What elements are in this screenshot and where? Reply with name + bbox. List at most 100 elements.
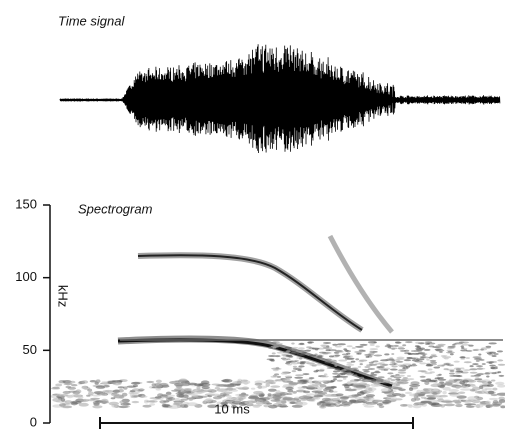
time-signal-title: Time signal (58, 13, 125, 28)
noise-speck (465, 405, 475, 408)
noise-speck (449, 370, 455, 373)
noise-speck (328, 355, 334, 358)
noise-speck (112, 389, 120, 393)
noise-speck (354, 396, 361, 400)
noise-speck (307, 341, 315, 344)
noise-speck (380, 381, 393, 384)
noise-speck (498, 374, 505, 377)
noise-speck (108, 401, 119, 406)
noise-speck (370, 383, 381, 388)
noise-speck (70, 401, 78, 406)
noise-speck (363, 370, 370, 373)
noise-speck (461, 343, 470, 346)
noise-speck (368, 352, 375, 355)
noise-speck (404, 349, 410, 352)
noise-speck (430, 361, 438, 364)
noise-speck (440, 404, 446, 408)
noise-speck (272, 395, 282, 400)
waveform (59, 44, 501, 154)
noise-speck (493, 353, 499, 356)
noise-speck (476, 367, 486, 370)
noise-speck (453, 360, 460, 363)
noise-speck (402, 363, 412, 366)
noise-speck (386, 358, 395, 361)
noise-speck (346, 361, 353, 364)
noise-speck (353, 384, 366, 388)
noise-speck (342, 377, 347, 380)
noise-speck (297, 386, 304, 389)
noise-speck (387, 372, 394, 375)
noise-speck (395, 378, 401, 381)
noise-speck (474, 348, 480, 351)
noise-speck (484, 372, 491, 375)
noise-speck (410, 349, 416, 352)
noise-speck (308, 377, 315, 380)
harmonic-3 (327, 234, 394, 334)
noise-speck (58, 403, 66, 407)
noise-speck (78, 395, 84, 400)
noise-speck (321, 397, 331, 401)
noise-speck (400, 379, 409, 382)
noise-speck (218, 405, 230, 408)
noise-speck (298, 353, 306, 356)
noise-speck (460, 341, 469, 344)
noise-speck (489, 364, 496, 367)
noise-speck (270, 345, 280, 348)
noise-speck (311, 390, 324, 393)
noise-speck (197, 395, 208, 398)
noise-speck (430, 363, 437, 366)
noise-speck (253, 390, 264, 395)
noise-speck (67, 386, 77, 390)
noise-speck (420, 396, 427, 399)
noise-speck (146, 380, 155, 384)
noise-speck (93, 390, 104, 395)
noise-speck (320, 344, 329, 347)
noise-speck (487, 390, 495, 395)
noise-speck (462, 399, 473, 403)
noise-speck (270, 359, 275, 362)
noise-speck (336, 343, 346, 346)
noise-speck (131, 400, 140, 404)
noise-speck (420, 353, 428, 356)
noise-speck (396, 358, 405, 361)
noise-speck (284, 375, 293, 378)
noise-speck (460, 349, 468, 352)
noise-speck (328, 359, 337, 362)
noise-speck (322, 341, 332, 344)
noise-speck (343, 355, 351, 358)
noise-speck (89, 380, 97, 383)
noise-speck (282, 397, 293, 401)
noise-speck (357, 365, 362, 368)
noise-speck (359, 363, 363, 366)
noise-speck (297, 380, 304, 383)
noise-speck (455, 403, 463, 408)
noise-speck (279, 392, 289, 396)
noise-speck (322, 346, 330, 349)
noise-speck (382, 363, 389, 366)
noise-speck (330, 397, 341, 401)
noise-speck (490, 379, 496, 382)
noise-speck (443, 363, 450, 366)
noise-speck (355, 345, 364, 348)
noise-speck (491, 372, 497, 375)
noise-speck (423, 348, 431, 351)
noise-speck (475, 365, 482, 368)
noise-speck (174, 398, 181, 402)
noise-speck (166, 397, 173, 402)
noise-speck (92, 405, 103, 409)
noise-speck (226, 386, 234, 391)
noise-speck (356, 391, 365, 396)
noise-speck (351, 346, 356, 349)
noise-speck (325, 349, 331, 352)
noise-speck (381, 399, 392, 404)
noise-speck (439, 394, 449, 398)
noise-speck (357, 352, 362, 355)
noise-speck (412, 405, 422, 409)
noise-speck (243, 380, 249, 385)
noise-speck (492, 401, 503, 406)
noise-speck (497, 363, 505, 366)
noise-speck (131, 388, 141, 392)
noise-speck (466, 379, 477, 383)
noise-speck (220, 401, 229, 405)
noise-speck (486, 383, 494, 387)
